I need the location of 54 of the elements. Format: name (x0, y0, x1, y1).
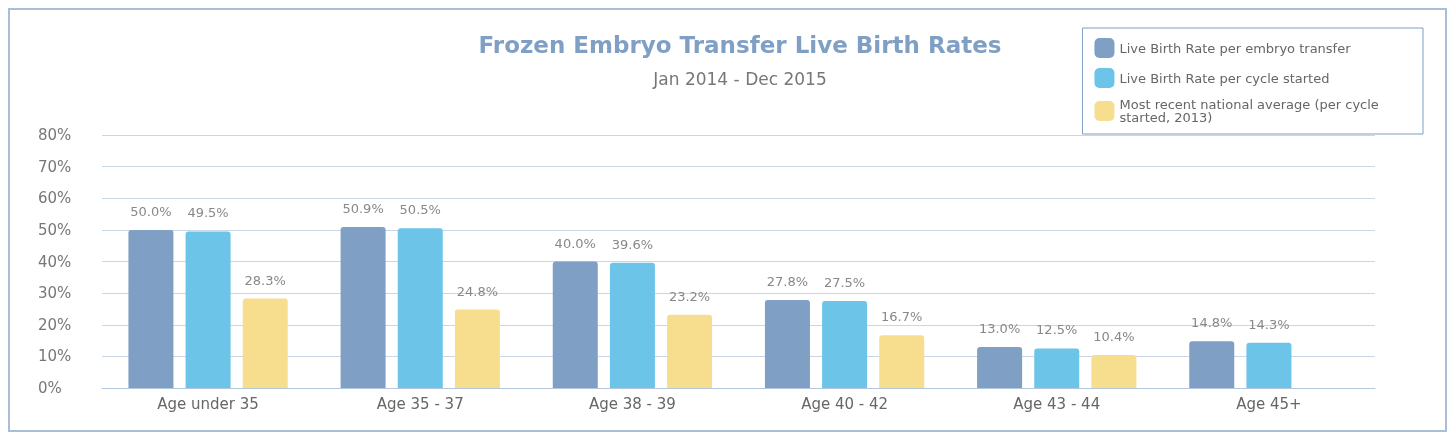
data-label: 39.6% (611, 236, 654, 252)
bar (764, 300, 810, 388)
y-tick-label: 30% (38, 284, 72, 303)
x-tick-label: Age 35 - 37 (376, 394, 464, 413)
data-label: 10.4% (1093, 329, 1135, 345)
bar (1034, 348, 1080, 388)
data-label: 12.5% (1036, 322, 1078, 338)
x-tick-label: Age 43 - 44 (1013, 394, 1101, 413)
bar (454, 309, 500, 388)
data-label: 27.5% (823, 275, 866, 291)
y-tick-label: 40% (38, 252, 72, 271)
x-tick-label: Age 38 - 39 (588, 394, 676, 413)
chart-subtitle: Jan 2014 - Dec 2015 (652, 68, 827, 89)
x-tick-label: Age 45+ (1236, 394, 1302, 413)
bar (128, 229, 174, 388)
bar (1091, 355, 1137, 388)
bar (1189, 341, 1235, 388)
data-label: 50.5% (399, 202, 441, 218)
bar (609, 262, 655, 388)
y-tick-label: 70% (38, 157, 72, 176)
data-label: 16.7% (881, 309, 923, 325)
data-label: 40.0% (554, 235, 596, 251)
data-label: 49.5% (187, 205, 229, 221)
bar (242, 298, 288, 388)
y-tick-label: 10% (38, 347, 72, 366)
legend-label: Live Birth Rate per cycle started (1119, 70, 1330, 86)
bar (667, 314, 713, 388)
y-tick-label: 80% (38, 126, 72, 144)
data-label: 27.8% (766, 274, 809, 290)
data-label: 50.9% (342, 201, 384, 217)
bar (340, 227, 386, 388)
bar (822, 301, 868, 388)
data-label: 50.0% (130, 203, 172, 219)
data-label: 24.8% (456, 283, 499, 299)
data-label: 14.3% (1248, 316, 1290, 332)
data-label: 14.8% (1191, 315, 1233, 331)
bar (185, 231, 231, 388)
legend-label: Most recent national average (per cycle started, 2013) (1119, 97, 1383, 125)
bar (1246, 342, 1292, 388)
x-tick-label: Age 40 - 42 (801, 394, 889, 413)
bar (977, 346, 1023, 388)
data-label: 13.0% (978, 320, 1021, 336)
bar (552, 261, 598, 388)
y-tick-label: 0% (38, 379, 62, 397)
chart-title: Frozen Embryo Transfer Live Birth Rates (478, 31, 1002, 58)
y-tick-label: 50% (38, 220, 72, 239)
x-tick-label: Age under 35 (157, 394, 259, 413)
bar (879, 335, 925, 388)
data-label: 23.2% (668, 288, 711, 304)
bar (397, 228, 443, 388)
data-label: 28.3% (244, 272, 286, 288)
y-tick-label: 60% (38, 189, 72, 208)
legend-label: Live Birth Rate per embryo transfer (1119, 40, 1352, 56)
y-tick-label: 20% (38, 315, 72, 334)
